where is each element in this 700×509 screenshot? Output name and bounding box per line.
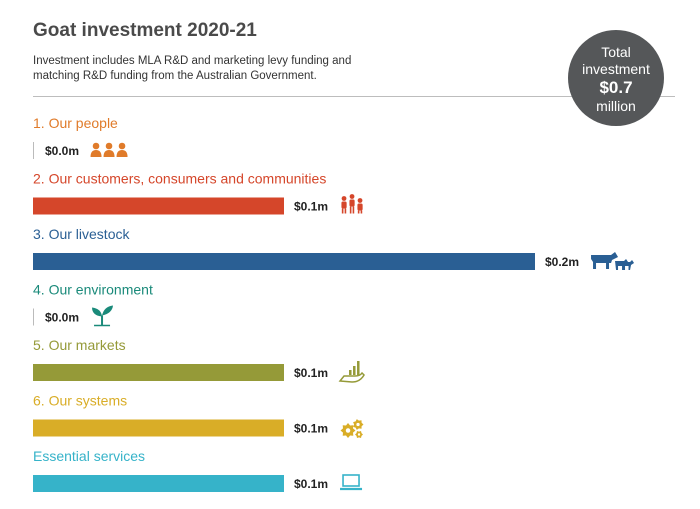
total-investment-badge: Total investment $0.7 million	[568, 30, 664, 126]
value-label: $0.1m	[294, 477, 328, 491]
category-label: Essential services	[33, 448, 145, 464]
bar	[33, 419, 284, 437]
value-label: $0.1m	[294, 422, 328, 436]
bar	[33, 308, 34, 326]
category-label: 6. Our systems	[33, 393, 127, 409]
category-label: 3. Our livestock	[33, 226, 130, 242]
people-icon	[90, 142, 128, 157]
category-label: 4. Our environment	[33, 282, 153, 298]
value-label: $0.1m	[294, 366, 328, 380]
value-label: $0.1m	[294, 200, 328, 214]
seedling-icon	[92, 305, 114, 327]
value-label: $0.0m	[45, 144, 79, 158]
total-amount: $0.7	[599, 78, 633, 97]
total-label-2: investment	[582, 61, 650, 77]
total-unit: million	[596, 98, 636, 114]
category-label: 5. Our markets	[33, 337, 126, 353]
divider	[33, 96, 675, 97]
category-label: 2. Our customers, consumers and communit…	[33, 171, 326, 187]
hand-growth-icon	[338, 361, 365, 383]
category-label: 1. Our people	[33, 115, 118, 131]
value-label: $0.2m	[545, 255, 579, 269]
family-icon	[341, 194, 363, 214]
bar	[33, 364, 284, 381]
bar	[33, 197, 284, 215]
livestock-icon	[591, 252, 635, 270]
laptop-icon	[340, 474, 363, 491]
bar	[33, 475, 284, 492]
chart-title: Goat investment 2020-21	[33, 20, 257, 41]
bar	[33, 253, 535, 270]
gears-icon	[340, 419, 364, 438]
value-label: $0.0m	[45, 311, 79, 325]
chart-subtitle: Investment includes MLA R&D and marketin…	[33, 55, 352, 82]
bar	[33, 142, 34, 159]
total-label: Total	[601, 44, 631, 60]
